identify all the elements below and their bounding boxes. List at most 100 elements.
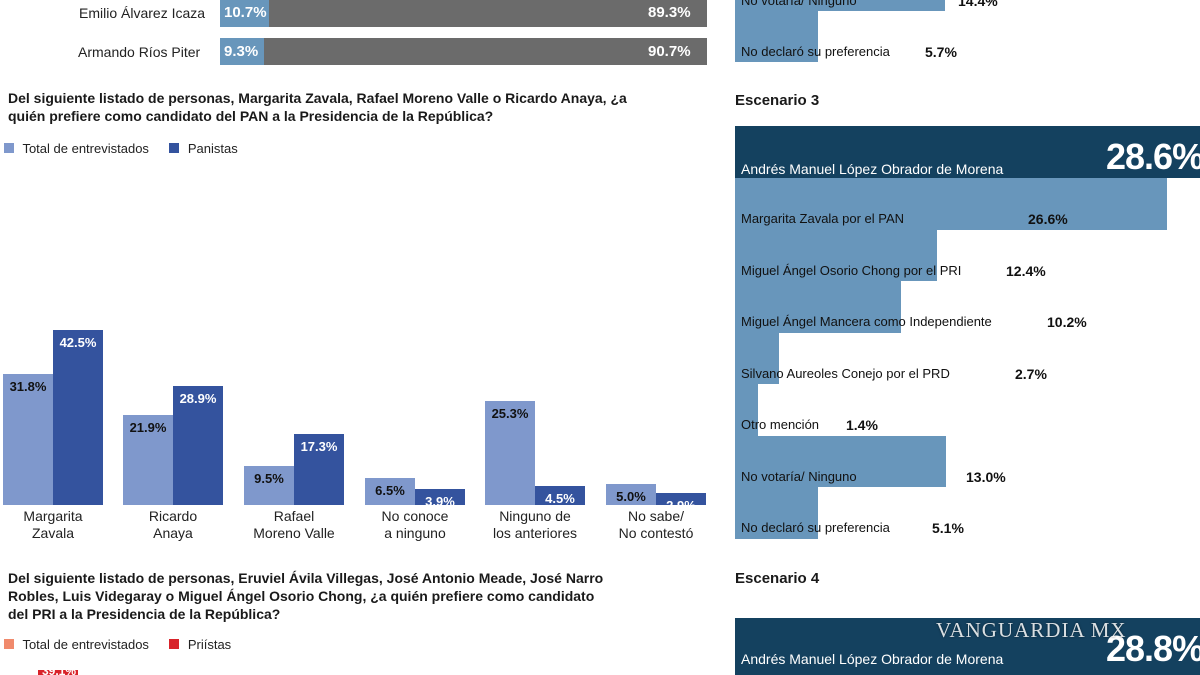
independent-yes-bar-1	[220, 0, 269, 27]
pan-category-line-3-0: No conoce	[381, 508, 449, 524]
independent-yes-value-1: 10.7%	[224, 4, 267, 21]
scenario3-value-0: 26.6%	[1028, 211, 1068, 227]
pan-bar-label-panistas-3: 3.9%	[425, 494, 455, 509]
pan-bar-label-panistas-2: 17.3%	[300, 439, 338, 454]
independent-name-1: Emilio Álvarez Icaza	[79, 5, 206, 21]
independent-no-value-2: 90.7%	[648, 43, 691, 60]
legend-panistas-label: Panistas	[187, 141, 238, 156]
scenario3-bar-4	[735, 384, 758, 436]
scenario3-bar-3	[735, 333, 779, 384]
pan-bar-label-total-4: 25.3%	[491, 406, 529, 421]
legend-total-swatch	[4, 143, 14, 153]
scenario3-title: Escenario 3	[735, 92, 820, 109]
pan-bar-label-panistas-0: 42.5%	[59, 335, 97, 350]
pan-category-line-1-1: Anaya	[153, 525, 193, 541]
top-value-no-declaro: 5.7%	[925, 44, 957, 60]
pan-category-line-5-0: No sabe/	[627, 508, 685, 524]
pan-category-line-0-0: Margarita	[23, 508, 83, 524]
pan-bar-label-total-5: 5.0%	[616, 489, 646, 504]
scenario4-leader-bar	[735, 618, 1200, 675]
legend-priistas-label: Priístas	[187, 637, 232, 652]
scenario3-value-5: 13.0%	[966, 469, 1006, 485]
scenario3-label-0: Margarita Zavala por el PAN	[741, 211, 905, 226]
pan-category-label-5: No sabe/No contestó	[596, 508, 716, 542]
scenario3-label-4: Otro mención	[741, 417, 820, 432]
independent-name-2: Armando Ríos Piter	[78, 44, 201, 60]
pan-category-label-4: Ninguno de los anteriores	[475, 508, 595, 542]
pan-bar-panistas-2	[294, 434, 344, 505]
independent-no-value-1: 89.3%	[648, 4, 691, 21]
pri-first-bar-partial	[38, 670, 78, 675]
scenario3-value-6: 5.1%	[932, 520, 964, 536]
pan-bar-total-2	[244, 466, 294, 505]
legend-pri-total-label: Total de entrevistados	[22, 637, 149, 652]
pan-bar-panistas-4	[535, 486, 585, 505]
pan-bar-total-3	[365, 478, 415, 505]
pan-category-line-3-1: a ninguno	[384, 525, 446, 541]
pan-bar-total-5	[606, 484, 656, 505]
top-label-no-declaro: No declaró su preferencia	[741, 44, 890, 59]
pri-first-value-partial: 39.1%	[42, 667, 77, 675]
pan-bar-label-total-1: 21.9%	[129, 420, 167, 435]
independent-yes-value-2: 9.3%	[224, 43, 259, 60]
vanguardia-watermark: VANGUARDIA MX	[936, 618, 1127, 642]
pri-legend: Total de entrevistados Priístas	[4, 636, 231, 654]
pan-bar-panistas-5	[656, 493, 706, 505]
scenario3-value-1: 12.4%	[1006, 263, 1046, 279]
pan-category-line-1-0: Ricardo	[148, 508, 198, 524]
pan-category-label-1: Ricardo Anaya	[113, 508, 233, 542]
pan-bar-total-0	[3, 374, 53, 505]
top-bar-no-declaro	[735, 11, 818, 62]
pan-category-line-5-1: No contestó	[618, 525, 694, 541]
scenario3-bar-5	[735, 436, 946, 487]
independent-yes-bar-2	[220, 38, 264, 65]
scenario3-value-2: 10.2%	[1047, 314, 1087, 330]
scenario3-label-2: Miguel Ángel Mancera como Independiente	[741, 314, 992, 329]
pan-category-line-0-1: Zavala	[31, 525, 75, 541]
scenario3-leader-value: 28.6%	[1106, 136, 1200, 177]
pan-bar-total-4	[485, 401, 535, 505]
pan-bar-panistas-0	[53, 330, 103, 505]
pan-category-line-4-1: los anteriores	[492, 525, 578, 541]
pan-bar-panistas-3	[415, 489, 465, 505]
top-value-no-votaria: 14.4%	[958, 0, 998, 9]
scenario3-value-3: 2.7%	[1015, 366, 1047, 382]
legend-pri-total-swatch	[4, 639, 14, 649]
legend-panistas-swatch	[169, 143, 180, 153]
scenario3-bar-0	[735, 178, 1167, 230]
scenario4-leader-label: Andrés Manuel López Obrador de Morena	[741, 651, 1004, 667]
scenario3-bar-6	[735, 487, 818, 539]
pan-question-title: Del siguiente listado de personas, Marga…	[8, 90, 627, 124]
scenario3-label-3: Silvano Aureoles Conejo por el PRD	[741, 366, 950, 381]
scenario4-leader-value: 28.8%	[1106, 628, 1200, 669]
pri-question-title: Del siguiente listado de personas, Eruvi…	[8, 570, 604, 622]
scenario3-bar-1	[735, 230, 937, 281]
pan-category-label-2: Rafael Moreno Valle	[234, 508, 354, 542]
pan-bar-label-panistas-1: 28.9%	[179, 391, 217, 406]
pan-bar-label-panistas-4: 4.5%	[545, 491, 575, 506]
pan-bar-label-total-0: 31.8%	[9, 379, 47, 394]
pan-category-line-2-0: Rafael	[273, 508, 315, 524]
pan-bar-label-panistas-5: 2.9%	[666, 498, 696, 513]
scenario3-label-6: No declaró su preferencia	[741, 520, 890, 535]
independent-no-bar-2	[264, 38, 707, 65]
scenario3-bar-2	[735, 281, 901, 333]
pan-bar-chart: 31.8% 42.5% Margarita Zavala 21.9% 28.9% Ricar…	[0, 160, 720, 550]
pan-category-line-4-0: Ninguno de	[499, 508, 571, 524]
independent-no-bar-1	[269, 0, 707, 27]
pan-bar-label-total-2: 9.5%	[254, 471, 284, 486]
top-label-no-votaria: No votaría/ Ninguno	[741, 0, 857, 8]
scenario3-label-1: Miguel Ángel Osorio Chong por el PRI	[741, 263, 962, 278]
top-bar-no-votaria	[735, 0, 945, 11]
scenario3-value-4: 1.4%	[846, 417, 878, 433]
scenario3-leader-label: Andrés Manuel López Obrador de Morena	[741, 161, 1004, 177]
scenario3-label-5: No votaría/ Ninguno	[741, 469, 857, 484]
pan-category-label-0: Margarita Zavala	[0, 508, 113, 542]
pan-legend: Total de entrevistados Panistas	[4, 140, 238, 158]
legend-total-label: Total de entrevistados	[22, 141, 149, 156]
pan-category-line-2-1: Moreno Valle	[253, 525, 335, 541]
legend-priistas-swatch	[169, 639, 180, 649]
scenario3-leader-bar	[735, 126, 1200, 178]
pan-bar-label-total-3: 6.5%	[375, 483, 405, 498]
pan-bar-panistas-1	[173, 386, 223, 505]
